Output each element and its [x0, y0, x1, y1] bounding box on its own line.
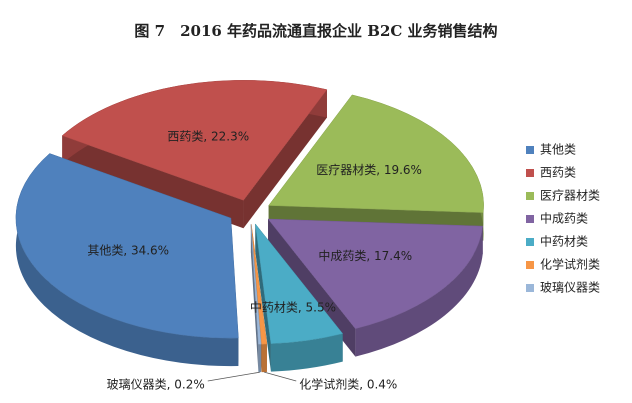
data-label: 其他类, 34.6% — [87, 243, 169, 257]
slice — [250, 224, 262, 345]
data-label: 玻璃仪器类, 0.2% — [107, 378, 205, 392]
legend-label: 中药材类 — [540, 234, 588, 249]
legend-label: 其他类 — [540, 143, 576, 157]
legend-swatch — [526, 215, 534, 223]
slice-side — [355, 226, 483, 357]
chart-title: 图 7 2016 年药品流通直报企业 B2C 业务销售结构 — [134, 22, 497, 40]
legend-swatch — [526, 192, 534, 200]
legend-swatch — [526, 169, 534, 177]
leader-line — [207, 371, 260, 382]
legend-swatch — [526, 146, 534, 154]
data-label: 中成药类, 17.4% — [318, 248, 412, 263]
legend-label: 玻璃仪器类 — [540, 281, 600, 295]
slice-side — [250, 224, 259, 373]
slice-side — [255, 223, 271, 372]
legend-label: 中成药类 — [540, 211, 588, 226]
slice — [251, 224, 268, 345]
slice — [268, 94, 484, 213]
slice — [15, 153, 239, 339]
slice-side — [258, 344, 262, 373]
data-label: 西药类, 22.3% — [167, 130, 249, 144]
data-label: 中药材类, 5.5% — [250, 299, 336, 314]
slice-side — [62, 135, 244, 229]
legend-label: 化学试剂类 — [540, 257, 600, 272]
slice — [267, 218, 483, 329]
slice — [61, 79, 328, 201]
slice-side — [15, 153, 239, 367]
legend-swatch — [526, 284, 534, 292]
slice-side — [261, 343, 267, 373]
leader-line — [264, 371, 297, 382]
slice — [254, 223, 344, 344]
data-label: 化学试剂类, 0.4% — [299, 377, 397, 392]
legend-swatch — [526, 261, 534, 269]
legend-swatch — [526, 238, 534, 246]
slice-side — [270, 333, 343, 372]
legend-label: 医疗器材类 — [540, 189, 600, 203]
slice-side — [243, 89, 327, 229]
legend-label: 西药类 — [540, 166, 576, 180]
data-label: 医疗器材类, 19.6% — [316, 163, 422, 177]
